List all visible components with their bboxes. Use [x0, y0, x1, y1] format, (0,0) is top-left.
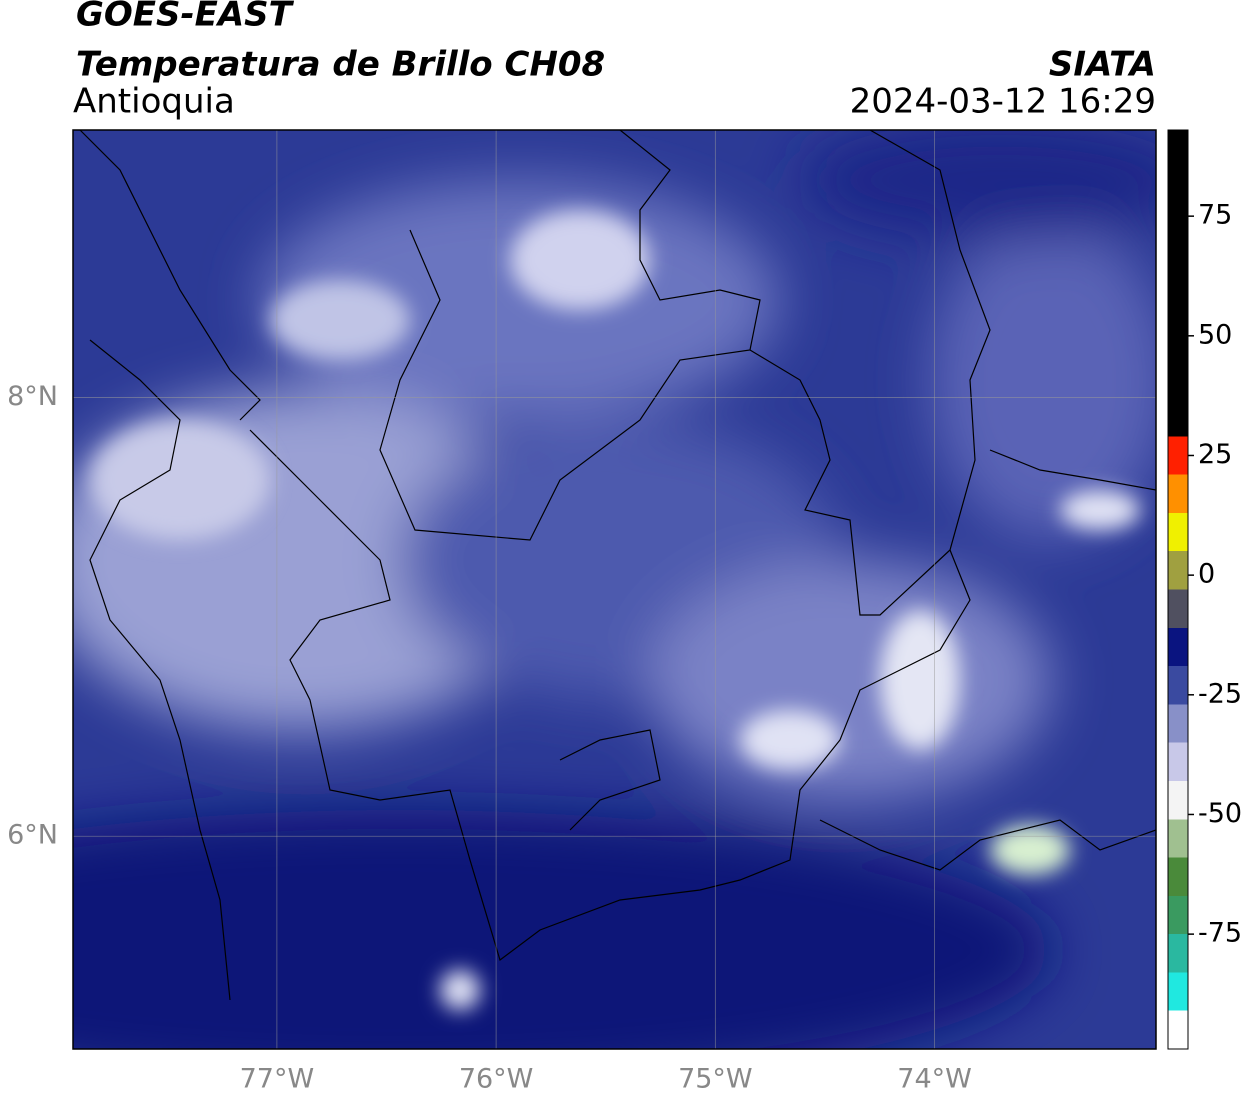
datetime: 2024-03-12 16:29 [850, 82, 1156, 122]
y-tick-label: 8°N [7, 381, 58, 412]
y-tick-label: 6°N [7, 820, 58, 851]
source: SIATA [1049, 45, 1156, 85]
grid [73, 130, 1156, 1049]
x-tick-label: 77°W [240, 1064, 315, 1095]
colorbar-tick-label: -50 [1198, 798, 1242, 829]
colorbar-tick-label: 50 [1198, 319, 1232, 350]
satellite: GOES-EAST [76, 0, 295, 35]
x-tick-label: 76°W [459, 1064, 534, 1095]
colorbar-tick-label: 0 [1198, 559, 1215, 590]
plot-frame [72, 129, 1157, 1050]
colorbar-tick-label: -75 [1198, 918, 1242, 949]
colorbar-tick-label: 25 [1198, 439, 1232, 470]
colorbar [1167, 129, 1189, 1050]
title: Temperatura de Brillo CH08 [76, 45, 605, 85]
region: Antioquia [73, 82, 235, 122]
x-tick-label: 74°W [897, 1064, 972, 1095]
satellite-image [73, 130, 1156, 1049]
x-tick-label: 75°W [678, 1064, 753, 1095]
colorbar-tick-label: 75 [1198, 200, 1232, 231]
colorbar-tick-label: -25 [1198, 678, 1242, 709]
